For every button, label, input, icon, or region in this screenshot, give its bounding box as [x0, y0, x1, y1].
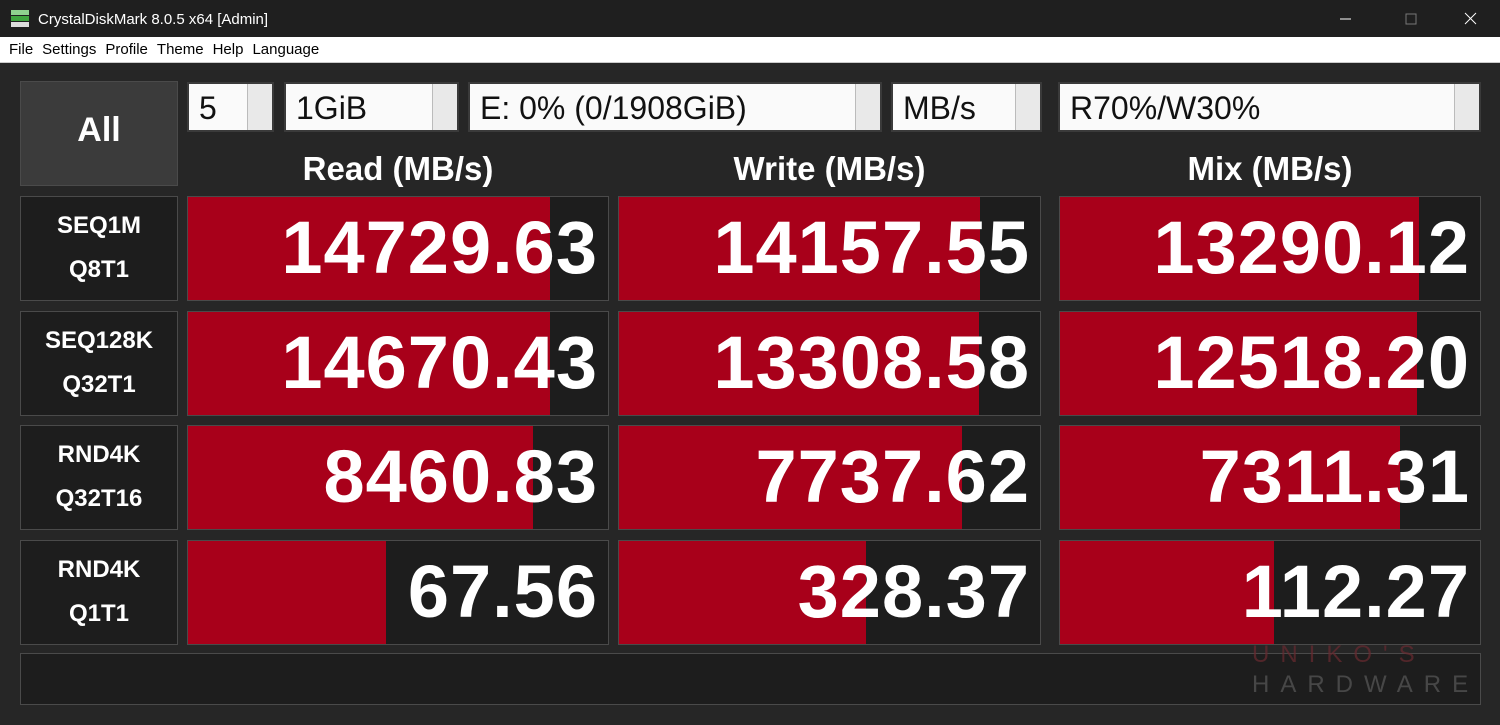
- test-label-line: Q8T1: [68, 256, 130, 283]
- result-cell: 14670.43: [187, 311, 609, 416]
- result-cell: 14157.55: [618, 196, 1041, 301]
- result-value: 14729.63: [281, 206, 598, 289]
- result-value: 12518.20: [1153, 321, 1470, 404]
- result-value: 112.27: [1241, 550, 1470, 633]
- test-label-line: SEQ1M: [56, 212, 142, 239]
- test-label-line: Q32T16: [55, 485, 143, 512]
- result-bar: [1060, 541, 1274, 644]
- result-bar: [619, 541, 866, 644]
- select-text: 5: [199, 90, 217, 126]
- menu-item[interactable]: Theme: [156, 41, 204, 58]
- result-bar: [188, 312, 550, 415]
- result-value: 7311.31: [1199, 435, 1470, 518]
- result-bar: [188, 541, 387, 644]
- result-bar: [619, 197, 981, 300]
- test-label-line: Q32T1: [62, 371, 136, 398]
- result-value: 328.37: [797, 550, 1030, 633]
- test-label-line: RND4K: [57, 441, 141, 468]
- drive-select[interactable]: E: 0% (0/1908GiB): [468, 82, 882, 132]
- result-value: 7737.62: [755, 435, 1030, 518]
- result-cell: 7311.31: [1059, 425, 1481, 530]
- result-value: 67.56: [407, 550, 598, 633]
- result-bar: [188, 197, 550, 300]
- mix-select[interactable]: R70%/W30%: [1058, 82, 1481, 132]
- menu-item[interactable]: Settings: [42, 41, 97, 58]
- result-cell: 7737.62: [618, 425, 1041, 530]
- result-bar: [1060, 312, 1417, 415]
- watermark: UNIKO'S HARDWARE: [1252, 640, 1479, 700]
- test-label[interactable]: SEQ1M Q8T1: [20, 196, 178, 301]
- result-value: 13290.12: [1153, 206, 1470, 289]
- test-label[interactable]: RND4K Q1T1: [20, 540, 178, 645]
- test-label-line: Q1T1: [68, 600, 130, 627]
- window-buttons[interactable]: [1330, 10, 1490, 28]
- menu-item[interactable]: File: [9, 41, 34, 58]
- test-label[interactable]: RND4K Q32T16: [20, 425, 178, 530]
- menu-item[interactable]: Help: [212, 41, 244, 58]
- result-cell: 13290.12: [1059, 196, 1481, 301]
- test-label-line: SEQ128K: [44, 327, 154, 354]
- result-bar: [619, 426, 963, 529]
- result-bar: [188, 426, 533, 529]
- column-header: Write (MB/s): [733, 150, 926, 187]
- result-bar: [1060, 426, 1401, 529]
- result-bar: [619, 312, 979, 415]
- menu-bar: File Settings Profile Theme Help Language: [0, 37, 1500, 63]
- result-bar: [1060, 197, 1419, 300]
- size-select[interactable]: 1GiB: [284, 82, 459, 132]
- result-cell: 14729.63: [187, 196, 609, 301]
- app-icon: [11, 10, 29, 27]
- watermark-line: HARDWARE: [1252, 671, 1480, 698]
- column-header: Mix (MB/s): [1187, 150, 1353, 187]
- column-header: Read (MB/s): [302, 150, 494, 187]
- result-cell: 13308.58: [618, 311, 1041, 416]
- test-label-line: RND4K: [57, 556, 141, 583]
- select-text: R70%/W30%: [1070, 90, 1261, 126]
- select-text: MB/s: [903, 90, 976, 126]
- menu-item[interactable]: Language: [252, 41, 320, 58]
- window-title: CrystalDiskMark 8.0.5 x64 [Admin]: [38, 11, 269, 28]
- title-bar: CrystalDiskMark 8.0.5 x64 [Admin]: [0, 0, 1500, 37]
- result-value: 8460.83: [323, 435, 598, 518]
- comment-box[interactable]: [20, 653, 1481, 705]
- result-value: 14670.43: [281, 321, 598, 404]
- menu-item[interactable]: Profile: [105, 41, 148, 58]
- watermark-line: UNIKO'S: [1252, 641, 1426, 668]
- result-cell: 112.27: [1059, 540, 1481, 645]
- unit-select[interactable]: MB/s: [891, 82, 1042, 132]
- test-label[interactable]: SEQ128K Q32T1: [20, 311, 178, 416]
- result-value: 14157.55: [713, 206, 1030, 289]
- result-cell: 328.37: [618, 540, 1041, 645]
- select-text: E: 0% (0/1908GiB): [480, 90, 747, 126]
- all-button[interactable]: All: [20, 81, 178, 186]
- result-cell: 8460.83: [187, 425, 609, 530]
- count-select[interactable]: 5: [187, 82, 274, 132]
- result-cell: 67.56: [187, 540, 609, 645]
- select-text: 1GiB: [296, 90, 368, 126]
- result-cell: 12518.20: [1059, 311, 1481, 416]
- result-value: 13308.58: [713, 321, 1030, 404]
